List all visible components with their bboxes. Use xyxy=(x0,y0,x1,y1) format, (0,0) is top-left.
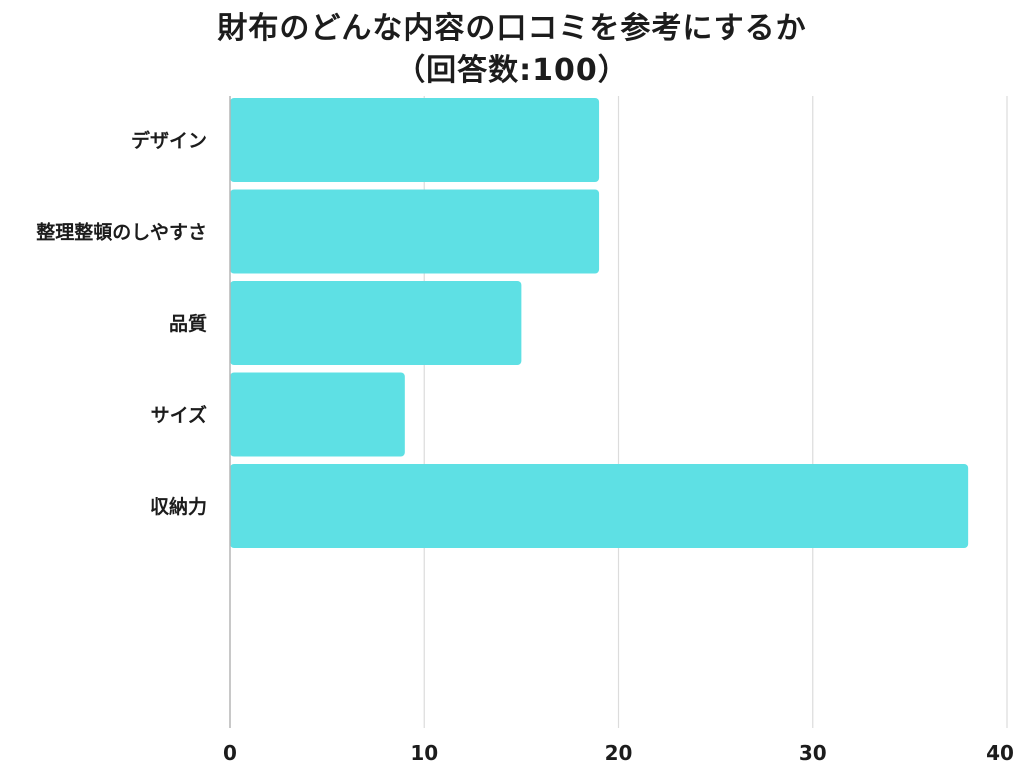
chart-title-line-2: （回答数:100） xyxy=(395,53,629,88)
category-label-0: デザイン xyxy=(131,129,207,152)
x-tick-label-20: 20 xyxy=(605,741,633,765)
x-tick-label-30: 30 xyxy=(799,741,827,765)
chart-title: 財布のどんな内容の口コミを参考にするか （回答数:100） xyxy=(0,8,1024,92)
category-label-4: 収納力 xyxy=(150,495,207,518)
bar-3 xyxy=(230,372,405,457)
bar-0 xyxy=(230,98,600,182)
bar-1 xyxy=(230,189,600,274)
category-label-2: 品質 xyxy=(169,312,207,335)
x-tick-labels: 0 10 20 30 40 xyxy=(223,741,1014,765)
bar-2 xyxy=(230,281,522,365)
x-tick-label-10: 10 xyxy=(410,741,438,765)
x-tick-label-0: 0 xyxy=(223,741,237,765)
x-tick-label-40: 40 xyxy=(986,741,1014,765)
bars xyxy=(230,98,969,548)
category-label-3: サイズ xyxy=(151,404,207,427)
bar-4 xyxy=(230,464,969,548)
chart-title-line-1: 財布のどんな内容の口コミを参考にするか xyxy=(217,11,807,46)
category-label-1: 整理整頓のしやすさ xyxy=(36,221,207,244)
